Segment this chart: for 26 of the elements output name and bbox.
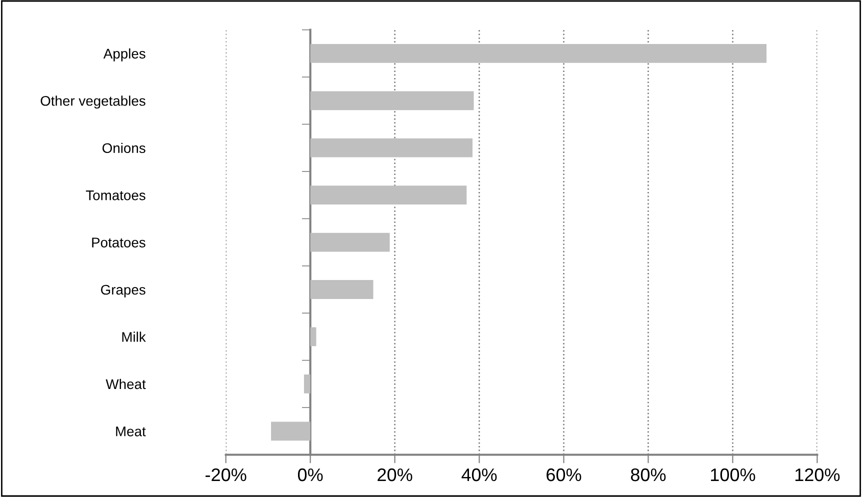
bar (304, 374, 310, 394)
bar (310, 138, 473, 158)
y-tick-label: Wheat (106, 378, 146, 390)
x-tick-label: 20% (378, 468, 412, 482)
y-tick-label: Other vegetables (40, 96, 146, 109)
bar (310, 91, 474, 110)
bar (310, 186, 467, 205)
bar (310, 280, 374, 299)
x-tick-label: 80% (630, 468, 666, 482)
x-tick-label: 100% (710, 468, 756, 482)
x-tick-label: 120% (795, 468, 840, 482)
y-tick-label: Tomatoes (86, 190, 146, 200)
y-tick-label: Milk (122, 332, 146, 342)
y-tick-label: Grapes (101, 284, 146, 298)
bar (271, 422, 310, 441)
bar (310, 44, 766, 63)
y-tick-label: Meat (116, 426, 146, 436)
y-tick-label: Apples (103, 48, 146, 62)
y-tick-label: Potatoes (92, 238, 146, 248)
bar (310, 327, 316, 346)
bar (310, 232, 390, 252)
x-tick-label: 60% (546, 468, 582, 482)
x-tick-label: -20% (206, 468, 246, 482)
x-tick-label: 40% (462, 468, 497, 482)
y-tick-label: Onions (102, 142, 146, 154)
x-tick-label: 0% (298, 468, 323, 482)
